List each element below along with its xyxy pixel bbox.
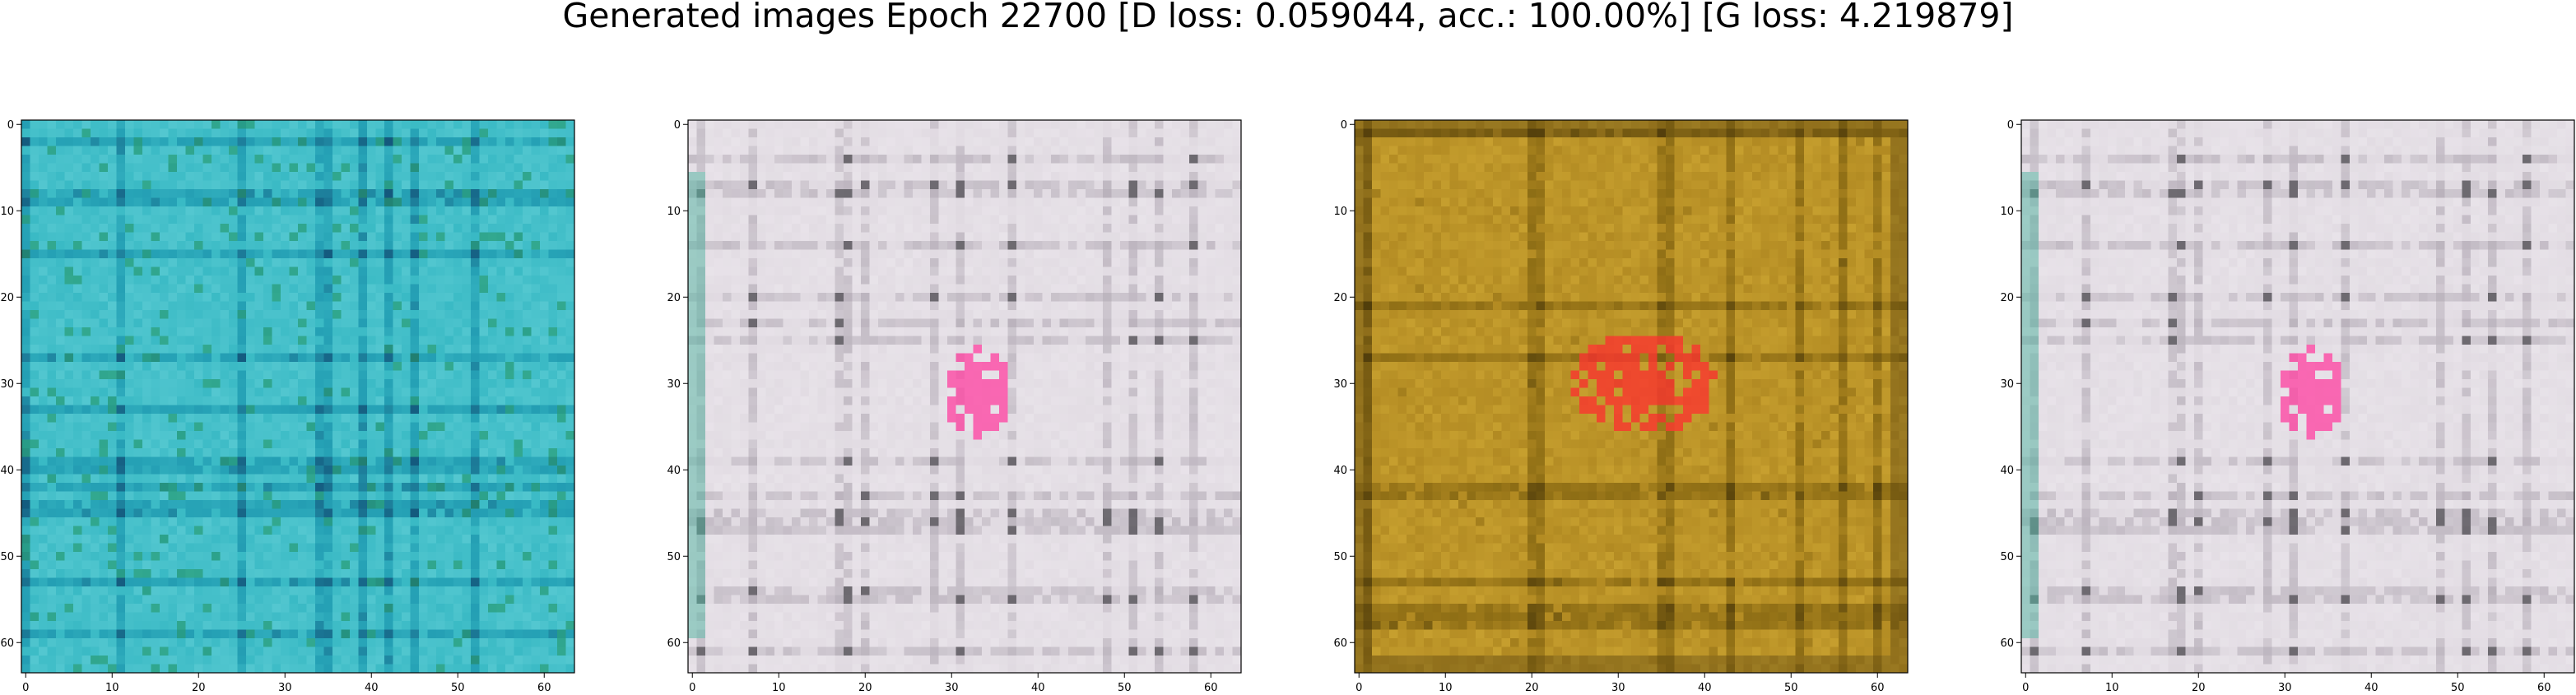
x-tick-label: 40: [1698, 682, 1712, 694]
y-tick-label: 20: [0, 292, 14, 304]
y-tick-label: 10: [0, 206, 14, 218]
y-tick-label: 30: [667, 378, 681, 391]
y-tick-label: 40: [0, 465, 14, 477]
y-tick-label: 50: [667, 551, 681, 563]
x-tick-label: 60: [537, 682, 551, 694]
figure-title: Generated images Epoch 22700 [D loss: 0.…: [562, 0, 2014, 35]
generated-image-4-panel: 0 10 20 30 40 50 60 0 10 20 30 40 50 60: [2000, 117, 2576, 694]
y-tick-label: 10: [667, 206, 681, 218]
generated-image-2-panel: 0 10 20 30 40 50 60 0 10 20 30 40 50 60: [667, 117, 1248, 694]
x-tick-label: 30: [1611, 682, 1625, 694]
y-tick-label: 0: [2007, 119, 2014, 132]
x-tick-label: 30: [2278, 682, 2292, 694]
image-pixels: [21, 120, 575, 674]
y-tick-label: 50: [1333, 551, 1347, 563]
x-tick-label: 10: [105, 682, 119, 694]
axes-frame: [1354, 119, 1909, 674]
x-tick-label: 50: [2451, 682, 2465, 694]
x-tick-label: 60: [2537, 682, 2551, 694]
y-tick-label: 60: [0, 637, 14, 650]
x-tick-label: 60: [1871, 682, 1885, 694]
y-tick-label: 30: [2000, 378, 2014, 391]
y-tick-label: 40: [2000, 465, 2014, 477]
y-tick-label: 30: [0, 378, 14, 391]
x-tick-label: 0: [2022, 682, 2029, 694]
x-tick-label: 0: [1355, 682, 1362, 694]
y-tick-label: 40: [667, 465, 681, 477]
y-tick-label: 30: [1333, 378, 1347, 391]
y-tick-label: 20: [667, 292, 681, 304]
y-tick-label: 0: [7, 119, 14, 132]
x-tick-label: 10: [1439, 682, 1453, 694]
x-tick-label: 60: [1204, 682, 1218, 694]
x-tick-label: 50: [1118, 682, 1132, 694]
x-tick-label: 50: [451, 682, 465, 694]
generated-image-3-panel: 0 10 20 30 40 50 60 0 10 20 30 40 50 60: [1333, 117, 1914, 694]
generated-image-1: 0 10 20 30 40 50 60 0 10 20 30 40 50 60: [0, 119, 575, 694]
y-tick-label: 40: [1333, 465, 1347, 477]
y-tick-label: 0: [674, 119, 681, 132]
generated-image-4: 0 10 20 30 40 50 60 0 10 20 30 40 50 60: [2000, 119, 2575, 694]
x-tick-label: 20: [2192, 682, 2206, 694]
x-tick-label: 40: [1031, 682, 1045, 694]
y-tick-label: 10: [2000, 206, 2014, 218]
x-tick-label: 30: [945, 682, 959, 694]
generated-image-1-panel: 0 10 20 30 40 50 60 0 10 20 30 40 50 60: [0, 117, 581, 694]
x-tick-label: 40: [365, 682, 379, 694]
axes-frame: [687, 119, 1242, 674]
x-tick-label: 40: [2364, 682, 2378, 694]
y-tick-label: 60: [667, 637, 681, 650]
x-tick-label: 30: [278, 682, 292, 694]
y-tick-label: 0: [1341, 119, 1347, 132]
x-tick-label: 10: [772, 682, 786, 694]
y-tick-label: 60: [1333, 637, 1347, 650]
x-tick-label: 20: [858, 682, 872, 694]
image-pixels: [2021, 120, 2575, 674]
x-tick-label: 0: [22, 682, 29, 694]
y-tick-label: 20: [2000, 292, 2014, 304]
x-tick-label: 20: [1525, 682, 1539, 694]
y-tick-label: 50: [2000, 551, 2014, 563]
x-tick-label: 50: [1784, 682, 1798, 694]
image-pixels: [688, 120, 1242, 674]
image-pixels: [1355, 120, 1909, 674]
generated-image-2: 0 10 20 30 40 50 60 0 10 20 30 40 50 60: [667, 119, 1242, 694]
x-tick-label: 20: [192, 682, 206, 694]
y-tick-label: 10: [1333, 206, 1347, 218]
x-tick-label: 10: [2105, 682, 2119, 694]
axes-frame: [2020, 119, 2575, 674]
y-tick-label: 60: [2000, 637, 2014, 650]
generated-image-3: 0 10 20 30 40 50 60 0 10 20 30 40 50 60: [1333, 119, 1909, 694]
y-tick-label: 20: [1333, 292, 1347, 304]
y-tick-label: 50: [0, 551, 14, 563]
x-tick-label: 0: [689, 682, 695, 694]
axes-frame: [21, 119, 575, 674]
